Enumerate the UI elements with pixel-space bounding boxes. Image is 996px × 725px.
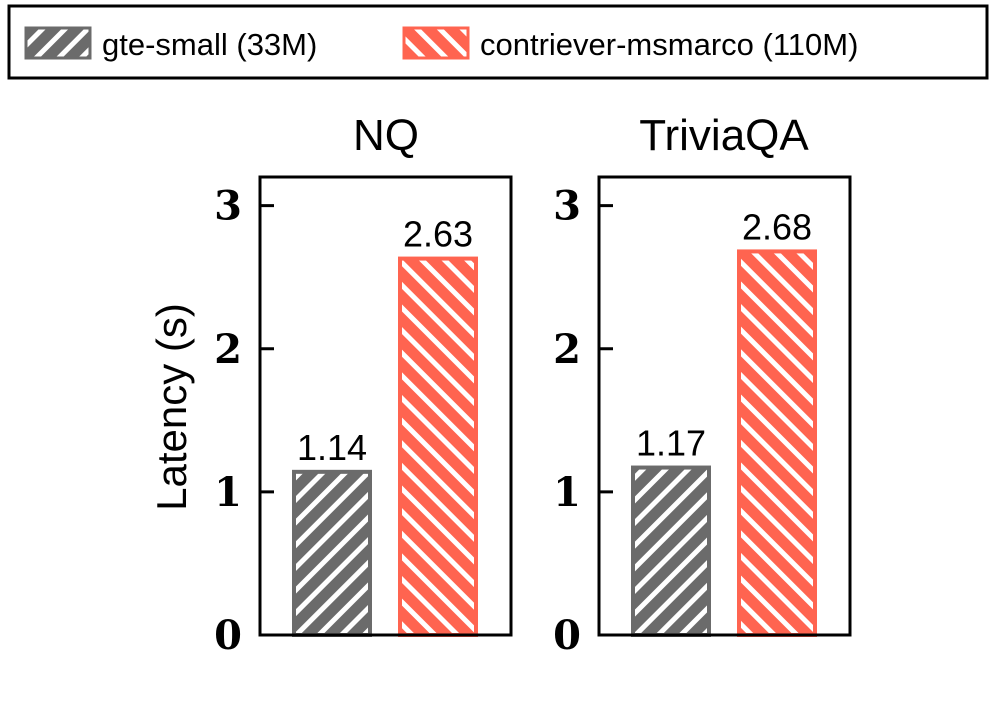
y-tick-label-nq-1: 1 xyxy=(214,469,242,516)
value-labels-nq: 1.14 2.63 xyxy=(297,214,473,468)
y-tick-label-triviaqa-3: 3 xyxy=(553,183,581,230)
panel-nq: NQ 0 1 2 3 1.14 2.63 xyxy=(214,111,513,659)
panel-triviaqa: TriviaQA 0 1 2 3 1.17 2.68 xyxy=(553,111,852,659)
bars-triviaqa xyxy=(631,249,817,638)
y-ticks-triviaqa: 0 1 2 3 xyxy=(553,183,613,659)
value-label-triviaqa-gte-small: 1.17 xyxy=(636,423,706,464)
y-tick-label-nq-2: 2 xyxy=(214,326,242,373)
y-tick-label-triviaqa-1: 1 xyxy=(553,469,581,516)
y-tick-label-triviaqa-2: 2 xyxy=(553,326,581,373)
legend-frame xyxy=(7,4,989,80)
y-tick-label-nq-3: 3 xyxy=(214,183,242,230)
legend-label-gte-small: gte-small (33M) xyxy=(102,27,317,62)
plot-frame-triviaqa xyxy=(597,175,852,637)
y-tick-label-nq-0: 0 xyxy=(214,612,242,659)
legend-swatch-gte-small xyxy=(24,26,92,60)
legend: gte-small (33M) contriever-msmarco (110M… xyxy=(7,4,989,80)
value-labels-triviaqa: 1.17 2.68 xyxy=(636,206,812,463)
legend-swatch-contriever xyxy=(402,26,470,60)
y-axis-label: Latency (s) xyxy=(148,303,195,511)
panel-title-nq: NQ xyxy=(353,111,419,160)
legend-label-contriever: contriever-msmarco (110M) xyxy=(480,27,858,62)
y-ticks-nq: 0 1 2 3 xyxy=(214,183,274,659)
bar-nq-contriever xyxy=(398,256,478,637)
panel-title-triviaqa: TriviaQA xyxy=(639,111,809,160)
value-label-triviaqa-contriever: 2.68 xyxy=(742,206,812,247)
y-tick-label-triviaqa-0: 0 xyxy=(553,612,581,659)
plot-frame-nq xyxy=(258,175,513,637)
bar-triviaqa-gte-small xyxy=(631,465,711,638)
value-label-nq-contriever: 2.63 xyxy=(403,214,473,255)
value-label-nq-gte-small: 1.14 xyxy=(297,427,367,468)
bar-nq-gte-small xyxy=(292,469,372,637)
bar-triviaqa-contriever xyxy=(737,249,817,638)
